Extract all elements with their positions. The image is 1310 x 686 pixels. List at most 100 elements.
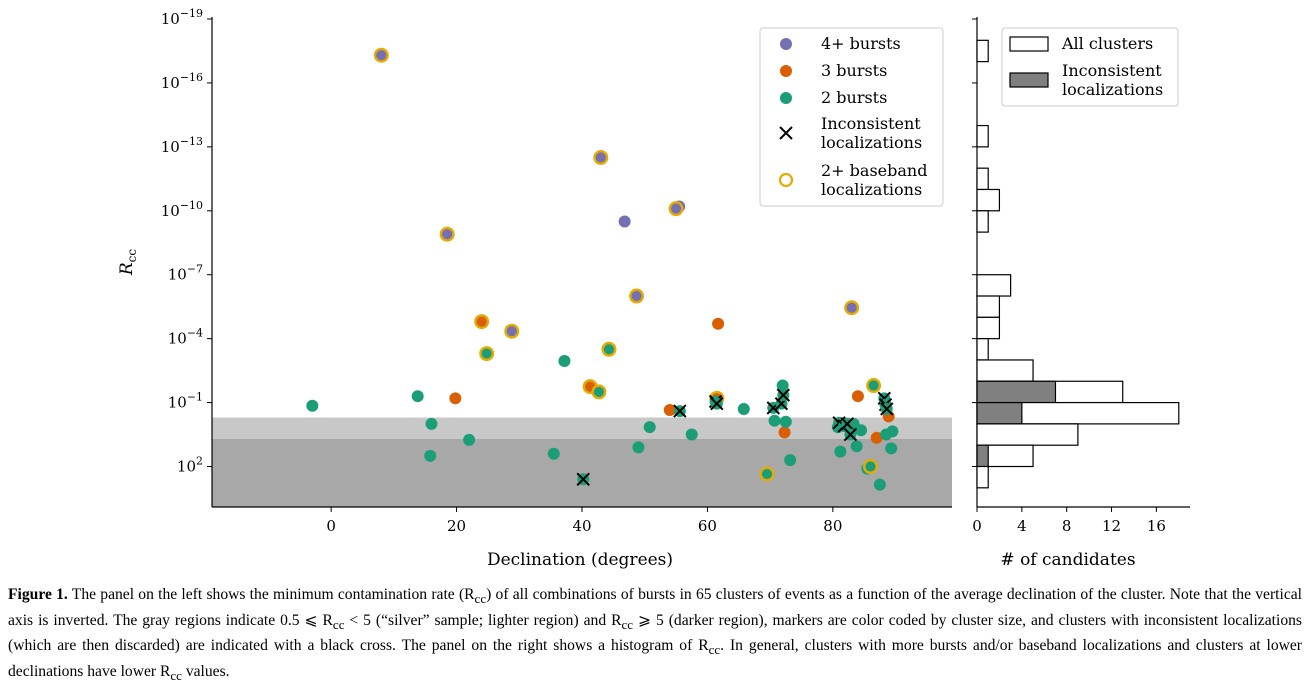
scatter-y-tick-label: 10−16 [161, 71, 203, 92]
legend-label: Inconsistent [821, 114, 921, 133]
point-marker [712, 317, 725, 330]
legend-label: localizations [821, 180, 922, 199]
histogram-bar-all [976, 124, 989, 148]
data-point [547, 447, 560, 460]
data-point [779, 415, 792, 428]
caption-sub-3: cc [621, 616, 634, 632]
histogram-bars [976, 39, 1180, 489]
data-point [759, 466, 775, 482]
histogram-x-tick-label: 4 [1017, 517, 1027, 535]
data-point [411, 390, 424, 403]
scatter-y-tick-label: 102 [177, 455, 203, 476]
legend-label: 2 bursts [821, 88, 887, 107]
data-point [668, 201, 684, 217]
inconsistent-cross [776, 388, 791, 402]
scatter-x-tick-label: 20 [447, 517, 466, 535]
scatter-y-tick-label: 10−19 [161, 7, 203, 28]
baseband-marker [629, 288, 645, 304]
baseband-marker [593, 150, 609, 166]
data-point [685, 428, 698, 441]
data-point [768, 414, 781, 427]
legend-label: 4+ bursts [821, 34, 901, 53]
baseband-marker [504, 323, 520, 339]
point-marker [306, 399, 319, 412]
inconsistent-cross [710, 396, 724, 411]
histogram-bar-all [976, 188, 1001, 212]
point-marker [778, 426, 791, 439]
data-point [373, 47, 389, 63]
point-marker [425, 417, 438, 430]
histogram-bar-all [976, 295, 1001, 318]
histogram-x-tick-label: 0 [972, 517, 982, 535]
histogram-bar-all [976, 167, 989, 191]
legend-baseband-marker [778, 172, 794, 188]
point-marker [873, 478, 886, 491]
legend-swatch [1009, 72, 1049, 88]
caption-text-6: values. [181, 662, 230, 680]
scatter-x-tick-label: 0 [326, 517, 336, 535]
data-point [673, 404, 687, 418]
data-point [840, 417, 854, 431]
histogram-panel: 0 4 8 12 16 All clusters Inconsistentlocaliza… [972, 17, 1190, 570]
data-point [474, 314, 490, 330]
legend-entry: All clusters [1009, 34, 1153, 53]
histogram-bar-all [976, 465, 989, 489]
data-point [886, 425, 899, 438]
scatter-y-axis-label: Rcc [117, 249, 139, 277]
legend-marker [780, 92, 792, 104]
data-point [844, 300, 860, 316]
point-marker [784, 454, 797, 467]
scatter-y-tick-label: 10−4 [168, 327, 203, 348]
data-point [629, 288, 645, 304]
data-point [870, 431, 883, 444]
point-marker [685, 428, 698, 441]
histogram-x-tick-label: 16 [1147, 517, 1166, 535]
baseband-marker [668, 201, 684, 217]
scatter-x-tick-label: 60 [698, 517, 717, 535]
legend-label: localizations [821, 133, 922, 152]
point-marker [834, 445, 847, 458]
data-point [479, 346, 495, 362]
point-marker [851, 390, 864, 403]
data-point [449, 392, 462, 405]
point-marker [643, 421, 656, 434]
data-point [558, 355, 571, 368]
data-point [306, 399, 319, 412]
figure: 0 20 40 60 8010−1910−1610−1310−1010−710−410−… [117, 7, 1190, 570]
baseband-marker [601, 341, 617, 357]
baseband-marker [759, 466, 775, 482]
data-point [643, 421, 656, 434]
histogram-bar-all [976, 423, 1079, 446]
data-point [776, 388, 791, 402]
point-marker [886, 425, 899, 438]
data-point [850, 440, 863, 453]
caption-text-2: ) of all combinations of bursts in 65 cl… [8, 586, 1302, 629]
data-point [632, 441, 645, 454]
data-point [618, 215, 631, 228]
baseband-marker [591, 384, 607, 400]
scatter-panel: 0 20 40 60 80 10−19 10−16 10−13 10−10 10−7 10−4 10−… [117, 7, 952, 570]
caption-sub-1: cc [474, 591, 487, 607]
data-point [591, 384, 607, 400]
caption-sub-5: cc [170, 667, 182, 683]
scatter-x-tick-label: 80 [823, 517, 842, 535]
data-point [504, 323, 520, 339]
data-point [885, 442, 898, 455]
scatter-y-tick-label: 10−13 [161, 135, 203, 156]
legend-label: 2+ baseband [821, 161, 927, 180]
data-point [834, 445, 847, 458]
data-point [712, 317, 725, 330]
legend-label: 3 bursts [821, 61, 887, 80]
baseband-marker [373, 47, 389, 63]
inconsistent-cross [576, 472, 590, 487]
histogram-bar-inconsistent [976, 380, 1057, 404]
legend-marker [780, 38, 792, 50]
legend-entry: 2 bursts [780, 88, 887, 107]
histogram-bar-inconsistent [976, 401, 1023, 425]
legend-cross-marker [779, 126, 793, 140]
data-point [784, 454, 797, 467]
point-marker [855, 424, 868, 437]
baseband-marker [439, 226, 455, 242]
point-marker [663, 404, 676, 417]
point-marker [776, 379, 789, 392]
